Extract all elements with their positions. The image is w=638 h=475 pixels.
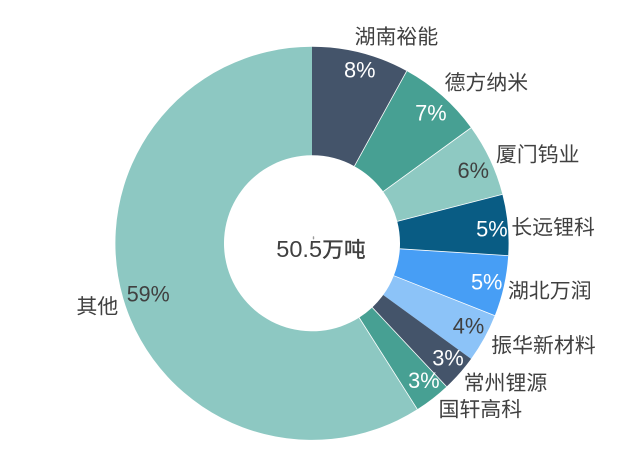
svg-text:8%: 8%: [344, 58, 376, 83]
svg-text:5%: 5%: [471, 269, 503, 294]
svg-text:6%: 6%: [458, 158, 490, 183]
svg-text:50.5: 50.5: [276, 236, 322, 262]
svg-text:5%: 5%: [476, 217, 508, 242]
svg-text:7%: 7%: [415, 101, 447, 126]
svg-text:3%: 3%: [408, 368, 440, 393]
svg-text:59%: 59%: [127, 281, 170, 306]
svg-text:4%: 4%: [453, 314, 485, 339]
svg-text:3%: 3%: [432, 346, 464, 371]
